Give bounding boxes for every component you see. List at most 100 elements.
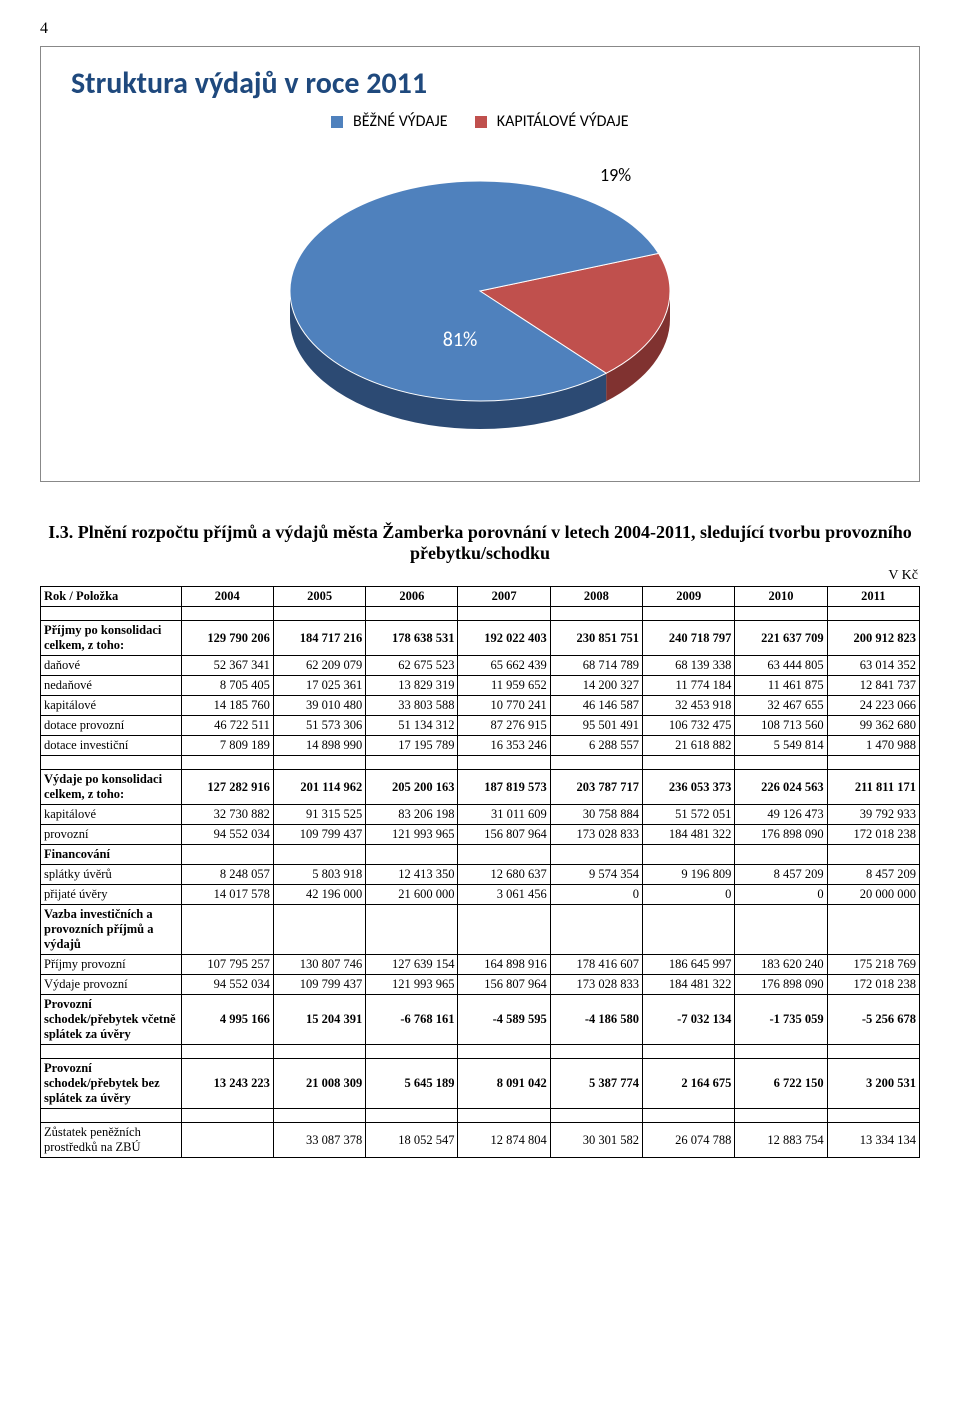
table-row: Příjmy po konsolidaci celkem, z toho:129… — [41, 621, 920, 656]
cell-value — [458, 845, 550, 865]
legend-swatch-icon — [331, 116, 343, 128]
cell-value: 30 758 884 — [550, 805, 642, 825]
cell-value: 95 501 491 — [550, 716, 642, 736]
table-row: splátky úvěrů8 248 0575 803 91812 413 35… — [41, 865, 920, 885]
row-label: Zůstatek peněžních prostředků na ZBÚ — [41, 1123, 182, 1158]
pie-svg: 19%81% — [220, 151, 740, 451]
cell-value: 63 014 352 — [827, 656, 919, 676]
row-label: Výdaje po konsolidaci celkem, z toho: — [41, 770, 182, 805]
table-row — [41, 1045, 920, 1059]
row-label: dotace provozní — [41, 716, 182, 736]
cell-value: 3 200 531 — [827, 1059, 919, 1109]
cell-value: -7 032 134 — [643, 995, 735, 1045]
table-row: dotace provozní46 722 51151 573 30651 13… — [41, 716, 920, 736]
table-row: přijaté úvěry14 017 57842 196 00021 600 … — [41, 885, 920, 905]
row-label: Provozní schodek/přebytek včetně splátek… — [41, 995, 182, 1045]
cell-value — [550, 905, 642, 955]
cell-value: 11 774 184 — [643, 676, 735, 696]
table-row: Provozní schodek/přebytek bez splátek za… — [41, 1059, 920, 1109]
legend-item-bezne: BĚŽNÉ VÝDAJE — [331, 112, 447, 131]
cell-value: 130 807 746 — [273, 955, 365, 975]
cell-value: 13 829 319 — [366, 676, 458, 696]
cell-value: 129 790 206 — [181, 621, 273, 656]
cell-value: 186 645 997 — [643, 955, 735, 975]
cell-value: 183 620 240 — [735, 955, 827, 975]
table-row: Financování — [41, 845, 920, 865]
cell-value: 10 770 241 — [458, 696, 550, 716]
table-row: kapitálové14 185 76039 010 48033 803 588… — [41, 696, 920, 716]
col-year: 2006 — [366, 587, 458, 607]
cell-value: 24 223 066 — [827, 696, 919, 716]
table-row: Výdaje provozní94 552 034109 799 437121 … — [41, 975, 920, 995]
row-label: Vazba investičních a provozních příjmů a… — [41, 905, 182, 955]
table-row — [41, 1109, 920, 1123]
legend-label: KAPITÁLOVÉ VÝDAJE — [497, 112, 629, 131]
cell-value: 176 898 090 — [735, 825, 827, 845]
cell-value: 13 334 134 — [827, 1123, 919, 1158]
cell-value: 156 807 964 — [458, 975, 550, 995]
cell-value: 108 713 560 — [735, 716, 827, 736]
cell-value: 87 276 915 — [458, 716, 550, 736]
cell-value: 109 799 437 — [273, 825, 365, 845]
unit-label: V Kč — [40, 568, 918, 584]
col-year: 2011 — [827, 587, 919, 607]
cell-value: 51 573 306 — [273, 716, 365, 736]
cell-value: 33 803 588 — [366, 696, 458, 716]
table-row: kapitálové32 730 88291 315 52583 206 198… — [41, 805, 920, 825]
cell-value: 203 787 717 — [550, 770, 642, 805]
col-year: 2009 — [643, 587, 735, 607]
cell-value: 156 807 964 — [458, 825, 550, 845]
row-label: daňové — [41, 656, 182, 676]
pie-label-19: 19% — [600, 164, 631, 186]
table-header-row: Rok / Položka200420052006200720082009201… — [41, 587, 920, 607]
cell-value: 17 195 789 — [366, 736, 458, 756]
legend-label: BĚŽNÉ VÝDAJE — [353, 112, 448, 131]
cell-value: -6 768 161 — [366, 995, 458, 1045]
row-label: kapitálové — [41, 805, 182, 825]
cell-value: 173 028 833 — [550, 825, 642, 845]
cell-value: 240 718 797 — [643, 621, 735, 656]
col-year: 2010 — [735, 587, 827, 607]
cell-value: 21 618 882 — [643, 736, 735, 756]
row-label: Financování — [41, 845, 182, 865]
cell-value: 15 204 391 — [273, 995, 365, 1045]
table-header: Rok / Položka200420052006200720082009201… — [41, 587, 920, 607]
cell-value: 178 416 607 — [550, 955, 642, 975]
cell-value: 236 053 373 — [643, 770, 735, 805]
pie-chart-container: Struktura výdajů v roce 2011 BĚŽNÉ VÝDAJ… — [40, 46, 920, 482]
cell-value — [181, 845, 273, 865]
section-heading: I.3. Plnění rozpočtu příjmů a výdajů měs… — [40, 522, 920, 564]
cell-value: 14 185 760 — [181, 696, 273, 716]
cell-value: 8 248 057 — [181, 865, 273, 885]
cell-value: 184 717 216 — [273, 621, 365, 656]
cell-value: 62 675 523 — [366, 656, 458, 676]
cell-value: 187 819 573 — [458, 770, 550, 805]
cell-value: 12 680 637 — [458, 865, 550, 885]
cell-value: 176 898 090 — [735, 975, 827, 995]
cell-value: 32 467 655 — [735, 696, 827, 716]
cell-value: 52 367 341 — [181, 656, 273, 676]
cell-value: 172 018 238 — [827, 825, 919, 845]
cell-value: 99 362 680 — [827, 716, 919, 736]
cell-value: 49 126 473 — [735, 805, 827, 825]
cell-value: 42 196 000 — [273, 885, 365, 905]
cell-value: 51 134 312 — [366, 716, 458, 736]
cell-value: 32 453 918 — [643, 696, 735, 716]
cell-value: 184 481 322 — [643, 825, 735, 845]
cell-value: -5 256 678 — [827, 995, 919, 1045]
row-label: Výdaje provozní — [41, 975, 182, 995]
cell-value — [827, 845, 919, 865]
page: 4 Struktura výdajů v roce 2011 BĚŽNÉ VÝD… — [0, 0, 960, 1198]
col-label: Rok / Položka — [41, 587, 182, 607]
cell-value: 1 470 988 — [827, 736, 919, 756]
cell-value: 12 413 350 — [366, 865, 458, 885]
row-label: dotace investiční — [41, 736, 182, 756]
cell-value: 0 — [550, 885, 642, 905]
cell-value: 2 164 675 — [643, 1059, 735, 1109]
legend-swatch-icon — [475, 116, 487, 128]
cell-value — [366, 845, 458, 865]
cell-value: 106 732 475 — [643, 716, 735, 736]
cell-value: 12 874 804 — [458, 1123, 550, 1158]
page-number: 4 — [40, 20, 920, 38]
row-label: splátky úvěrů — [41, 865, 182, 885]
